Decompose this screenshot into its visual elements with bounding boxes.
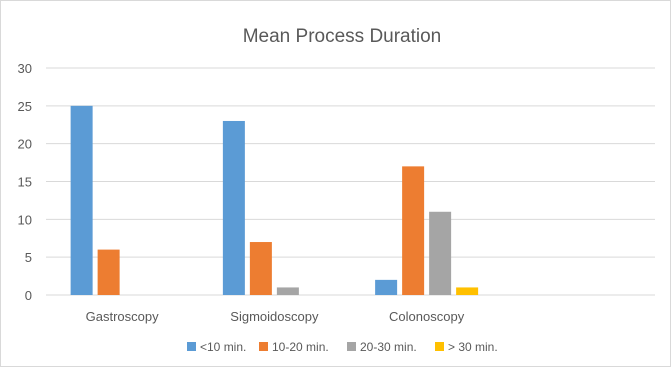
- y-axis-ticks: 0 5 10 15 20 25 30: [18, 61, 32, 303]
- category-label-colonoscopy: Colonoscopy: [389, 309, 465, 324]
- category-labels: Gastroscopy Sigmoidoscopy Colonoscopy: [86, 309, 465, 324]
- y-tick-label-5: 5: [25, 250, 32, 265]
- legend-label-3: > 30 min.: [448, 340, 498, 354]
- bar-colonoscopy-series-1: [402, 166, 425, 295]
- y-tick-label-25: 25: [18, 99, 32, 114]
- bars: [70, 105, 479, 295]
- bar-colonoscopy-series-2: [429, 211, 452, 295]
- legend-label-2: 20-30 min.: [360, 340, 417, 354]
- legend-swatch-1: [259, 342, 268, 351]
- y-tick-label-0: 0: [25, 288, 32, 303]
- legend-swatch-2: [347, 342, 356, 351]
- bar-sigmoidoscopy-series-0: [222, 120, 245, 295]
- y-tick-label-15: 15: [18, 175, 32, 190]
- gridlines: [46, 67, 655, 296]
- bar-gastroscopy-series-0: [70, 105, 93, 295]
- chart-title: Mean Process Duration: [243, 26, 442, 47]
- bar-sigmoidoscopy-series-1: [249, 242, 272, 295]
- legend-swatch-0: [187, 342, 196, 351]
- y-tick-label-20: 20: [18, 137, 32, 152]
- bar-colonoscopy-series-3: [456, 287, 479, 295]
- legend-swatch-3: [435, 342, 444, 351]
- y-tick-label-30: 30: [18, 61, 32, 76]
- category-label-gastroscopy: Gastroscopy: [86, 309, 159, 324]
- legend: <10 min. 10-20 min. 20-30 min. > 30 min.: [187, 340, 498, 354]
- bar-colonoscopy-series-0: [375, 279, 398, 295]
- bar-sigmoidoscopy-series-2: [276, 287, 299, 295]
- y-tick-label-10: 10: [18, 212, 32, 227]
- legend-label-0: <10 min.: [200, 340, 246, 354]
- bar-gastroscopy-series-1: [97, 249, 120, 295]
- legend-label-1: 10-20 min.: [272, 340, 329, 354]
- category-label-sigmoidoscopy: Sigmoidoscopy: [230, 309, 319, 324]
